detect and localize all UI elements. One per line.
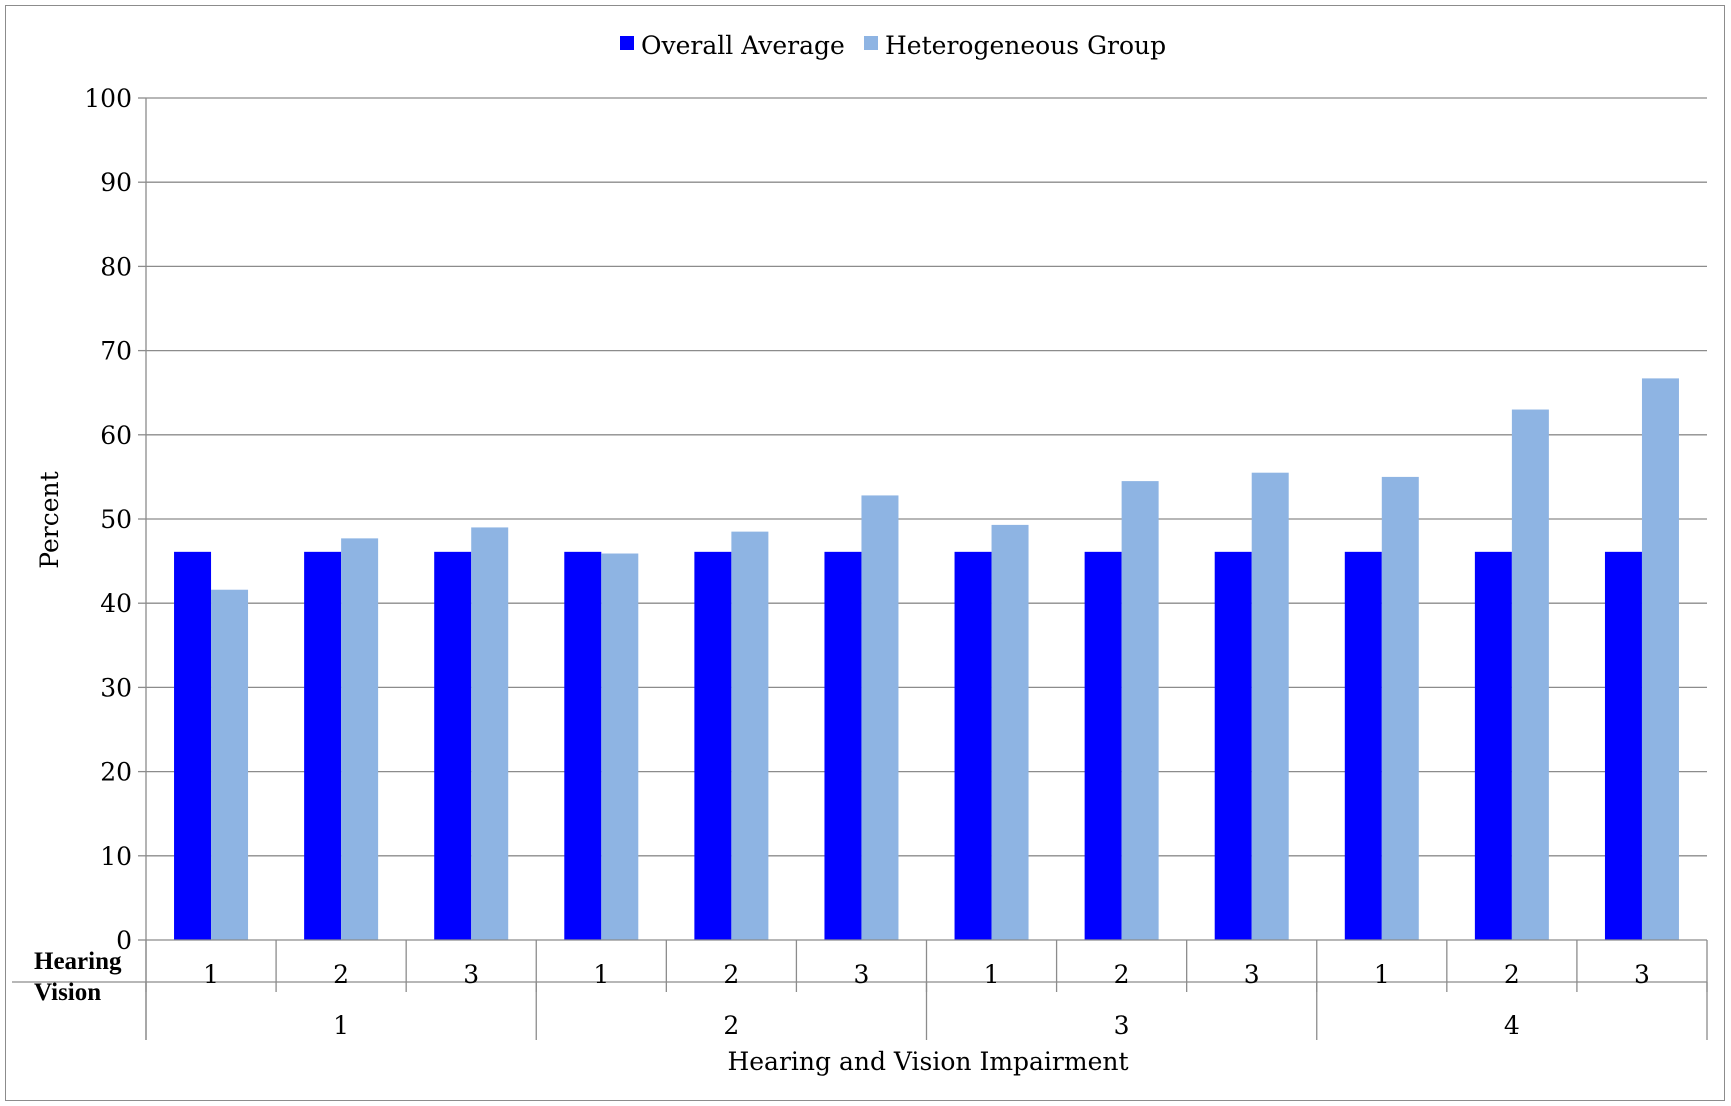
- axes: [12, 97, 1708, 1040]
- hearing-tick-label: 3: [463, 960, 479, 989]
- y-tick-label: 80: [100, 252, 132, 281]
- hearing-tick-label: 2: [723, 960, 739, 989]
- hearing-tick-label: 2: [1114, 960, 1130, 989]
- bars: [174, 378, 1679, 940]
- heterogeneous-group-bar: [1121, 481, 1159, 940]
- y-tick-label: 30: [100, 673, 132, 702]
- overall-average-bar: [434, 551, 472, 940]
- hearing-tick-label: 3: [854, 960, 870, 989]
- heterogeneous-group-bar: [1641, 378, 1679, 940]
- y-tick-label: 20: [100, 758, 132, 787]
- overall-average-bar: [564, 551, 602, 940]
- y-tick-labels: 0 10 20 30 40 50 60 70 80 90 100: [84, 84, 132, 955]
- legend-swatch: [620, 36, 634, 50]
- x-axis-label: Hearing and Vision Impairment: [727, 1047, 1128, 1076]
- vision-tick-label: 4: [1504, 1011, 1520, 1040]
- hearing-tick-label: 1: [203, 960, 219, 989]
- heterogeneous-group-bar: [1251, 472, 1289, 940]
- x-tick-labels: 1 2 3 1 2 3 1 2 3 1 2 3 1 2 3 4: [203, 960, 1650, 1040]
- heterogeneous-group-bar: [1511, 409, 1549, 940]
- overall-average-bar: [954, 551, 992, 940]
- overall-average-bar: [304, 551, 342, 940]
- vision-tick-label: 2: [723, 1011, 739, 1040]
- vision-row-label: Vision: [34, 979, 102, 1006]
- heterogeneous-group-bar: [601, 553, 639, 940]
- legend-swatch: [864, 36, 878, 50]
- overall-average-bar: [824, 551, 862, 940]
- heterogeneous-group-bar: [731, 531, 769, 940]
- y-tick-label: 40: [100, 589, 132, 618]
- heterogeneous-group-bar: [471, 527, 509, 940]
- heterogeneous-group-bar: [341, 538, 379, 940]
- y-tick-label: 70: [100, 337, 132, 366]
- y-axis-label: Percent: [35, 471, 64, 568]
- legend-label: Overall Average: [641, 31, 845, 60]
- heterogeneous-group-bar: [861, 495, 899, 940]
- hearing-tick-label: 3: [1244, 960, 1260, 989]
- hearing-tick-label: 3: [1634, 960, 1650, 989]
- overall-average-bar: [1084, 551, 1122, 940]
- hearing-row-label: Hearing: [34, 948, 122, 975]
- y-tick-label: 0: [116, 926, 132, 955]
- heterogeneous-group-bar: [211, 589, 249, 940]
- gridlines: [146, 97, 1707, 857]
- overall-average-bar: [1344, 551, 1382, 940]
- overall-average-bar: [1474, 551, 1512, 940]
- hearing-tick-label: 2: [1504, 960, 1520, 989]
- hearing-tick-label: 1: [984, 960, 1000, 989]
- legend-label: Heterogeneous Group: [885, 31, 1166, 60]
- y-tick-label: 90: [100, 168, 132, 197]
- overall-average-bar: [1214, 551, 1252, 940]
- heterogeneous-group-bar: [1381, 476, 1419, 940]
- hearing-tick-label: 2: [333, 960, 349, 989]
- y-tick-label: 10: [100, 842, 132, 871]
- vision-tick-label: 1: [333, 1011, 349, 1040]
- heterogeneous-group-bar: [991, 524, 1029, 940]
- overall-average-bar: [1604, 551, 1642, 940]
- hearing-tick-label: 1: [593, 960, 609, 989]
- vision-tick-label: 3: [1114, 1011, 1130, 1040]
- y-tick-label: 60: [100, 421, 132, 450]
- hearing-tick-label: 1: [1374, 960, 1390, 989]
- legend: Overall Average Heterogeneous Group: [620, 31, 1166, 60]
- overall-average-bar: [174, 551, 212, 940]
- overall-average-bar: [694, 551, 732, 940]
- y-tick-label: 50: [100, 505, 132, 534]
- y-tick-label: 100: [84, 84, 132, 113]
